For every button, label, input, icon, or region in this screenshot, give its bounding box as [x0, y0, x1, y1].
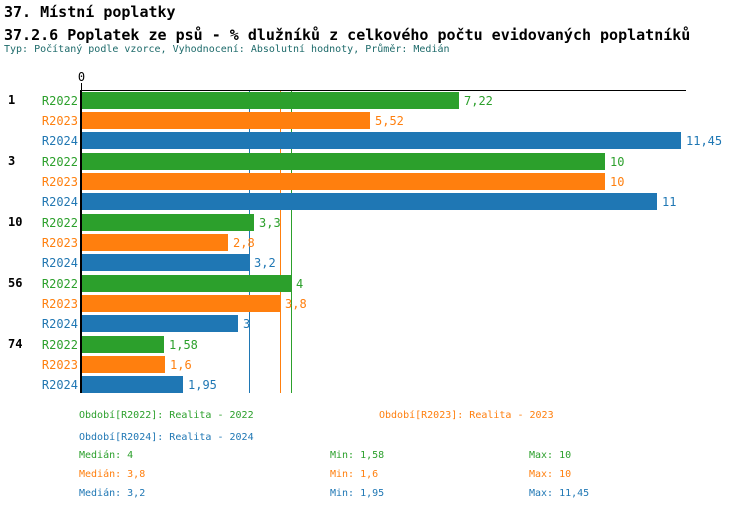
- x-axis-tick: [81, 83, 82, 91]
- median-line-r2024: [249, 91, 250, 393]
- bar-r2024: [82, 193, 657, 210]
- series-label-r2023: R2023: [41, 358, 78, 372]
- bar-r2022: [82, 336, 164, 353]
- page-title: 37. Místní poplatky: [4, 3, 176, 21]
- bar-r2023: [82, 295, 280, 312]
- bar-value-label: 1,58: [169, 338, 198, 352]
- bar-value-label: 1,6: [170, 358, 192, 372]
- y-axis-line: [80, 90, 82, 393]
- chart-subtitle: 37.2.6 Poplatek ze psů - % dlužníků z ce…: [4, 26, 691, 44]
- series-label-r2023: R2023: [41, 236, 78, 250]
- bar-r2022: [82, 275, 291, 292]
- stat-max-r2024: Max: 11,45: [529, 488, 590, 499]
- series-label-r2024: R2024: [41, 317, 78, 331]
- bar-value-label: 10: [610, 175, 625, 189]
- bar-value-label: 2,8: [233, 236, 255, 250]
- legend-item-r2023: Období[R2023]: Realita - 2023: [379, 410, 554, 421]
- series-label-r2022: R2022: [41, 277, 78, 291]
- bar-value-label: 11: [662, 195, 677, 209]
- bar-value-label: 4: [296, 277, 304, 291]
- series-label-r2024: R2024: [41, 378, 78, 392]
- bar-value-label: 3,2: [254, 256, 276, 270]
- series-label-r2024: R2024: [41, 195, 78, 209]
- stat-median-r2022: Medián: 4: [79, 450, 134, 461]
- median-line-r2023: [280, 91, 281, 393]
- stat-min-r2024: Min: 1,95: [330, 488, 385, 499]
- bar-r2023: [82, 356, 165, 373]
- bar-r2023: [82, 173, 605, 190]
- legend-item-r2022: Období[R2022]: Realita - 2022: [79, 410, 254, 421]
- stat-median-r2024: Medián: 3,2: [79, 488, 146, 499]
- bar-r2024: [82, 132, 681, 149]
- bar-value-label: 11,45: [686, 134, 723, 148]
- category-label: 74: [8, 337, 23, 351]
- series-label-r2022: R2022: [41, 155, 78, 169]
- stat-min-r2022: Min: 1,58: [330, 450, 385, 461]
- bar-value-label: 3,8: [285, 297, 307, 311]
- series-label-r2022: R2022: [41, 216, 78, 230]
- stat-max-r2022: Max: 10: [529, 450, 572, 461]
- stat-median-r2023: Medián: 3,8: [79, 469, 146, 480]
- series-label-r2022: R2022: [41, 338, 78, 352]
- bar-value-label: 10: [610, 155, 625, 169]
- series-label-r2022: R2022: [41, 94, 78, 108]
- x-axis-zero-label: 0: [77, 70, 86, 84]
- bar-chart: 0 1 R2022 7,22 R2023 5,52 R2024 11,45 3 R2022 10 R…: [8, 70, 723, 393]
- series-label-r2023: R2023: [41, 175, 78, 189]
- bar-value-label: 7,22: [464, 94, 493, 108]
- category-label: 10: [8, 215, 23, 229]
- bar-r2022: [82, 153, 605, 170]
- x-axis-line: [81, 90, 686, 91]
- bar-r2022: [82, 214, 254, 231]
- stat-max-r2023: Max: 10: [529, 469, 572, 480]
- bar-value-label: 5,52: [375, 114, 404, 128]
- bar-value-label: 1,95: [188, 378, 217, 392]
- bar-value-label: 3,3: [259, 216, 281, 230]
- category-label: 1: [8, 93, 16, 107]
- chart-meta-line: Typ: Počítaný podle vzorce, Vyhodnocení:…: [4, 44, 450, 55]
- legend-item-r2024: Období[R2024]: Realita - 2024: [79, 432, 254, 443]
- category-label: 3: [8, 154, 16, 168]
- series-label-r2024: R2024: [41, 134, 78, 148]
- bar-value-label: 3: [243, 317, 251, 331]
- bar-r2023: [82, 234, 228, 251]
- median-line-r2022: [291, 91, 292, 393]
- bar-r2024: [82, 254, 249, 271]
- series-label-r2023: R2023: [41, 114, 78, 128]
- bar-r2024: [82, 376, 183, 393]
- category-label: 56: [8, 276, 23, 290]
- series-label-r2023: R2023: [41, 297, 78, 311]
- series-label-r2024: R2024: [41, 256, 78, 270]
- stat-min-r2023: Min: 1,6: [330, 469, 379, 480]
- bar-r2024: [82, 315, 238, 332]
- bar-r2023: [82, 112, 370, 129]
- bar-r2022: [82, 92, 459, 109]
